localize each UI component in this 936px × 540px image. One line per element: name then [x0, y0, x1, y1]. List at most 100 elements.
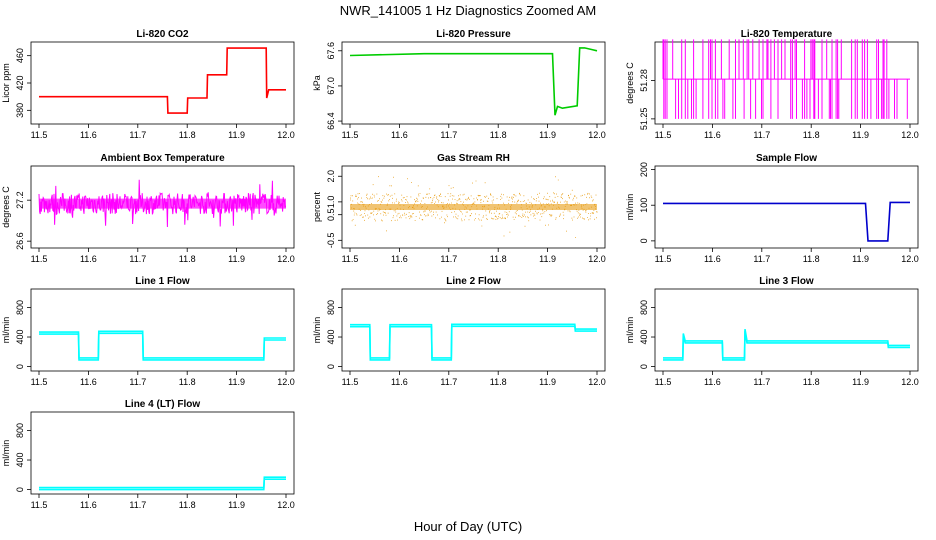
- y-tick-label: 0: [326, 364, 336, 369]
- x-tick-label: 11.6: [80, 500, 97, 510]
- y-tick-label: 420: [15, 75, 25, 90]
- x-tick-label: 12.0: [588, 254, 606, 264]
- x-tick-label: 11.9: [539, 130, 556, 140]
- x-tick-label: 11.5: [655, 254, 672, 264]
- panel-7: Line 2 Flow ml/min 0 400 800 11.5 11.6 11.7 11.8…: [312, 276, 606, 387]
- x-tick-label: 11.8: [803, 377, 820, 387]
- panel-1: Li-820 Pressure kPa 66.4 67.0 67.6 11.5 11.6 11…: [312, 29, 606, 140]
- y-axis-label: ml/min: [625, 317, 635, 344]
- plot-frame: [341, 41, 606, 125]
- plot-frame: [30, 165, 295, 249]
- panel-8: Line 3 Flow ml/min 0 400 800 11.5 11.6 11.7 11.8…: [625, 276, 919, 387]
- y-tick-label: 51.28: [639, 69, 649, 92]
- x-tick-label: 11.8: [179, 130, 196, 140]
- x-tick-label: 12.0: [901, 377, 919, 387]
- x-tick-label: 11.6: [704, 130, 721, 140]
- x-tick-label: 11.6: [704, 254, 721, 264]
- panel-4: Gas Stream RH percent -0.5 0.51.0 2.0 11.5 11.…: [312, 153, 606, 264]
- x-tick-label: 11.6: [391, 130, 408, 140]
- x-tick-label: 12.0: [901, 254, 919, 264]
- y-tick-label: 2.0: [326, 170, 336, 183]
- x-tick-label: 11.5: [31, 254, 48, 264]
- panel-5: Sample Flow ml/min 0 100 200 11.5 11.6 11.7 11.8…: [625, 153, 919, 264]
- x-tick-label: 11.7: [753, 130, 770, 140]
- x-tick-label: 12.0: [901, 130, 919, 140]
- x-tick-label: 12.0: [277, 130, 295, 140]
- panel-title: Line 1 Flow: [135, 276, 190, 287]
- x-tick-label: 11.5: [655, 130, 672, 140]
- plot-frame: [341, 288, 606, 372]
- plot-frame: [341, 165, 606, 249]
- x-tick-label: 11.5: [31, 377, 48, 387]
- x-tick-label: 11.6: [704, 377, 721, 387]
- y-axis-label: percent: [312, 191, 322, 222]
- y-axis-label: ml/min: [312, 317, 322, 344]
- panel-title: Sample Flow: [756, 153, 817, 164]
- x-tick-label: 11.7: [440, 130, 457, 140]
- y-axis-label: kPa: [312, 75, 322, 91]
- y-tick-label: 0: [15, 487, 25, 492]
- series-line: [663, 201, 910, 242]
- panel-3: Ambient Box Temperature degrees C 26.6 27.2…: [1, 153, 295, 264]
- series-line-noise: [39, 330, 286, 359]
- x-tick-label: 11.7: [129, 500, 146, 510]
- x-tick-label: 12.0: [277, 500, 295, 510]
- y-tick-label: 26.6: [15, 232, 25, 250]
- y-tick-label: 51.25: [639, 108, 649, 131]
- y-axis-label: ml/min: [1, 317, 11, 344]
- figure-title: NWR_141005 1 Hz Diagnostics Zoomed AM: [340, 3, 597, 18]
- y-tick-label: 400: [15, 453, 25, 468]
- plot-frame: [654, 288, 919, 372]
- x-tick-label: 11.8: [179, 254, 196, 264]
- x-tick-label: 11.8: [803, 130, 820, 140]
- y-tick-label: 800: [15, 423, 25, 438]
- x-tick-label: 11.9: [852, 377, 869, 387]
- panel-title: Li-820 Temperature: [741, 29, 833, 40]
- x-tick-label: 11.6: [80, 130, 97, 140]
- x-tick-label: 11.5: [342, 377, 359, 387]
- x-tick-label: 11.5: [342, 130, 359, 140]
- series-line: [349, 47, 598, 116]
- y-tick-label: 400: [326, 330, 336, 345]
- x-tick-label: 11.5: [31, 500, 48, 510]
- x-tick-label: 12.0: [588, 377, 606, 387]
- y-tick-label: 67.0: [326, 77, 336, 95]
- panel-title: Line 3 Flow: [759, 276, 814, 287]
- y-axis-label: ml/min: [1, 440, 11, 467]
- y-axis-label: degrees C: [625, 62, 635, 104]
- panel-title: Li-820 Pressure: [436, 29, 511, 40]
- series-line: [662, 39, 910, 119]
- x-tick-label: 11.7: [129, 130, 146, 140]
- series-line-noise: [663, 328, 910, 359]
- x-tick-label: 11.7: [440, 254, 457, 264]
- x-tick-label: 11.9: [539, 377, 556, 387]
- y-tick-label: 800: [15, 300, 25, 315]
- panel-title: Line 2 Flow: [446, 276, 501, 287]
- x-tick-label: 11.9: [539, 254, 556, 264]
- plot-frame: [30, 288, 295, 372]
- x-tick-label: 11.9: [228, 500, 245, 510]
- x-tick-label: 12.0: [588, 130, 606, 140]
- y-tick-label: 66.4: [326, 112, 336, 130]
- x-tick-label: 11.9: [228, 377, 245, 387]
- y-tick-label: 1.0: [326, 196, 336, 209]
- x-tick-label: 12.0: [277, 254, 295, 264]
- series-line: [663, 330, 910, 361]
- plot-frame: [654, 165, 919, 249]
- x-tick-label: 11.8: [179, 377, 196, 387]
- x-tick-label: 11.6: [80, 254, 97, 264]
- series-line: [350, 325, 597, 361]
- x-tick-label: 11.7: [129, 377, 146, 387]
- x-tick-label: 11.7: [440, 377, 457, 387]
- plot-frame: [30, 41, 295, 125]
- panel-title: Line 4 (LT) Flow: [125, 399, 201, 410]
- y-tick-label: 800: [639, 300, 649, 315]
- y-tick-label: 100: [639, 198, 649, 213]
- x-tick-label: 11.6: [80, 377, 97, 387]
- x-tick-label: 11.5: [655, 377, 672, 387]
- panels: Li-820 CO2 Licor ppm 380 420 460 11.5 11.6 11.7…: [1, 29, 919, 510]
- x-tick-label: 11.8: [490, 130, 507, 140]
- y-tick-label: 0: [639, 364, 649, 369]
- series-line-noise: [39, 476, 286, 489]
- panel-6: Line 1 Flow ml/min 0 400 800 11.5 11.6 11.7 11.8…: [1, 276, 295, 387]
